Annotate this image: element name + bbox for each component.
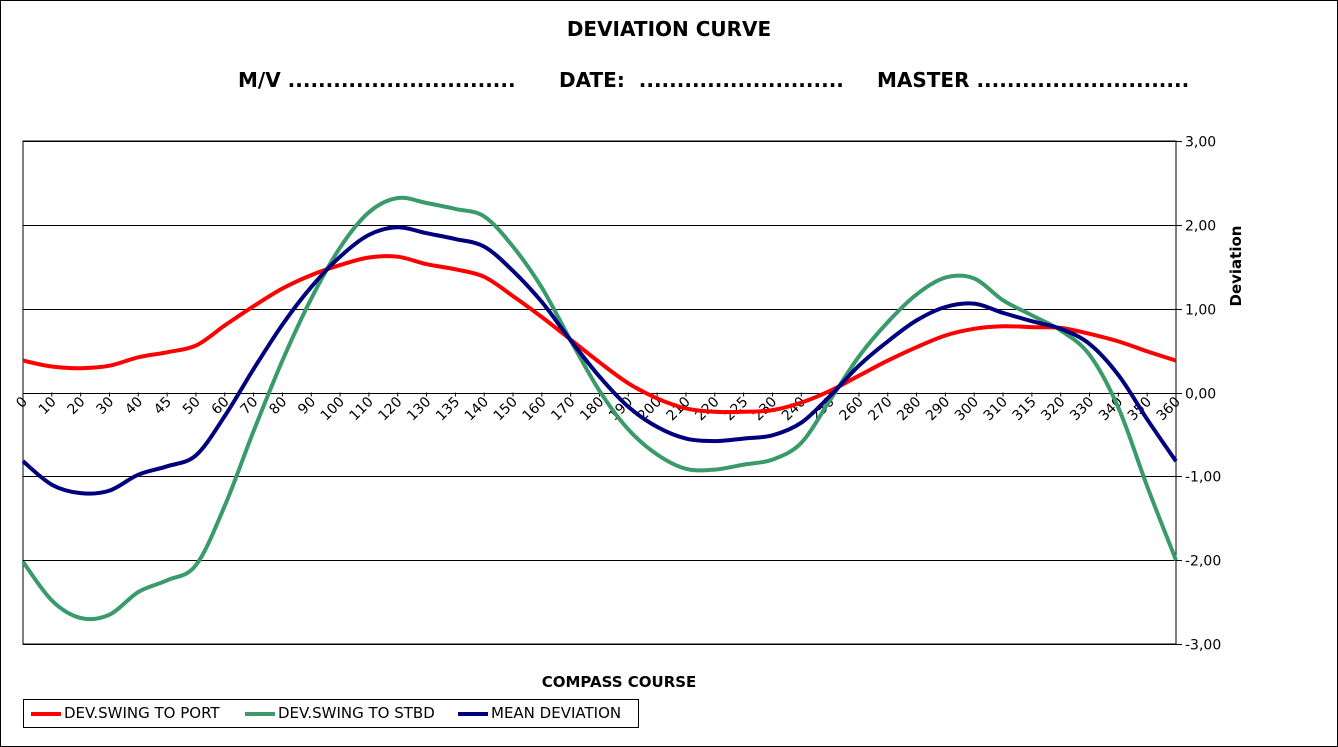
legend: DEV.SWING TO PORT DEV.SWING TO STBD MEAN… xyxy=(23,699,639,728)
series-stbd-line xyxy=(21,195,1178,622)
legend-swatch-mean xyxy=(458,712,488,716)
legend-label-stbd: DEV.SWING TO STBD xyxy=(278,704,435,722)
series-port-line xyxy=(22,254,1177,415)
legend-label-port: DEV.SWING TO PORT xyxy=(64,704,220,722)
series-mean-line xyxy=(21,225,1178,496)
y-tick-label: -3,00 xyxy=(1185,638,1221,654)
y-tick-label: -1,00 xyxy=(1185,470,1221,486)
master-field: MASTER ............................ xyxy=(877,68,1190,92)
legend-swatch-port xyxy=(31,712,61,716)
legend-swatch-stbd xyxy=(245,712,275,716)
date-field: DATE: ........................... xyxy=(559,68,844,92)
x-axis-title: COMPASS COURSE xyxy=(541,673,697,691)
legend-label-mean: MEAN DEVIATION xyxy=(491,704,622,722)
chart-title: DEVIATION CURVE xyxy=(566,17,772,41)
y-tick-label: 3,00 xyxy=(1185,135,1216,151)
y-tick-label: 0,00 xyxy=(1185,387,1216,403)
y-tick-label: -2,00 xyxy=(1185,554,1221,570)
y-tick-label: 1,00 xyxy=(1185,303,1216,319)
mv-field: M/V .............................. xyxy=(238,68,516,92)
y-tick-label: 2,00 xyxy=(1185,219,1216,235)
y-axis-title: Deviation xyxy=(1227,226,1245,307)
